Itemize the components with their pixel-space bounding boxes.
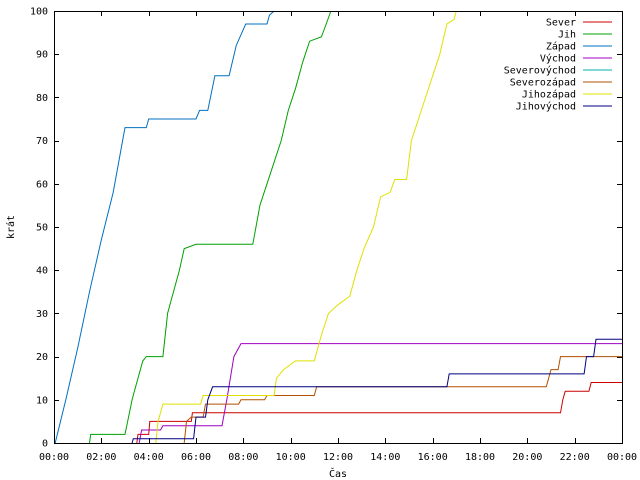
series-lines bbox=[54, 10, 622, 444]
x-tick-label: 16:00 bbox=[418, 452, 448, 463]
x-tick-label: 20:00 bbox=[512, 452, 542, 463]
x-tick-label: 02:00 bbox=[86, 452, 116, 463]
series-line-Západ bbox=[54, 10, 275, 444]
legend-label: Jih bbox=[558, 30, 576, 41]
legend-label: Jihovýchod bbox=[516, 101, 576, 113]
series-line-Sever bbox=[136, 382, 622, 444]
y-tick-label: 70 bbox=[36, 136, 48, 147]
y-tick-label: 100 bbox=[30, 7, 48, 18]
legend-label: Východ bbox=[540, 53, 576, 65]
y-tick-label: 40 bbox=[36, 266, 48, 277]
series-line-Severozápad bbox=[183, 356, 622, 444]
y-tick-label: 20 bbox=[36, 352, 48, 363]
y-tick-label: 80 bbox=[36, 93, 48, 104]
y-tick-label: 50 bbox=[36, 223, 48, 234]
x-tick-label: 22:00 bbox=[560, 452, 590, 463]
x-tick-label: 04:00 bbox=[134, 452, 164, 463]
series-line-Východ bbox=[138, 343, 622, 444]
x-axis-label: Čas bbox=[329, 467, 347, 480]
legend-label: Západ bbox=[546, 41, 576, 53]
x-tick-label: 06:00 bbox=[181, 452, 211, 463]
series-line-Jihozápad bbox=[155, 10, 457, 444]
legend: SeverJihZápadVýchodSeverovýchodSeverozáp… bbox=[504, 18, 612, 113]
legend-label: Sever bbox=[546, 18, 576, 29]
y-tick-label: 10 bbox=[36, 395, 48, 406]
legend-label: Severozápad bbox=[510, 77, 576, 89]
x-tick-label: 10:00 bbox=[276, 452, 306, 463]
x-tick-label: 08:00 bbox=[228, 452, 258, 463]
series-line-Jihovýchod bbox=[131, 338, 622, 444]
x-tick-label: 18:00 bbox=[465, 452, 495, 463]
plot-frame bbox=[54, 11, 623, 444]
legend-label: Jihozápad bbox=[522, 89, 576, 101]
y-tick-label: 30 bbox=[36, 309, 48, 320]
y-tick-label: 0 bbox=[42, 439, 48, 450]
x-tick-label: 14:00 bbox=[370, 452, 400, 463]
y-axis-label: krát bbox=[5, 215, 17, 239]
axis-ticks: 00:00 02:00 04:00 06:00 08:00 10:00 12:00 14:00… bbox=[30, 7, 637, 464]
y-tick-label: 90 bbox=[36, 50, 48, 61]
series-line-Jih bbox=[89, 10, 332, 444]
x-tick-label: 12:00 bbox=[323, 452, 353, 463]
legend-label: Severovýchod bbox=[504, 65, 576, 77]
y-tick-label: 60 bbox=[36, 179, 48, 190]
x-tick-label: 00:00 bbox=[607, 452, 637, 463]
x-tick-label: 00:00 bbox=[39, 452, 69, 463]
